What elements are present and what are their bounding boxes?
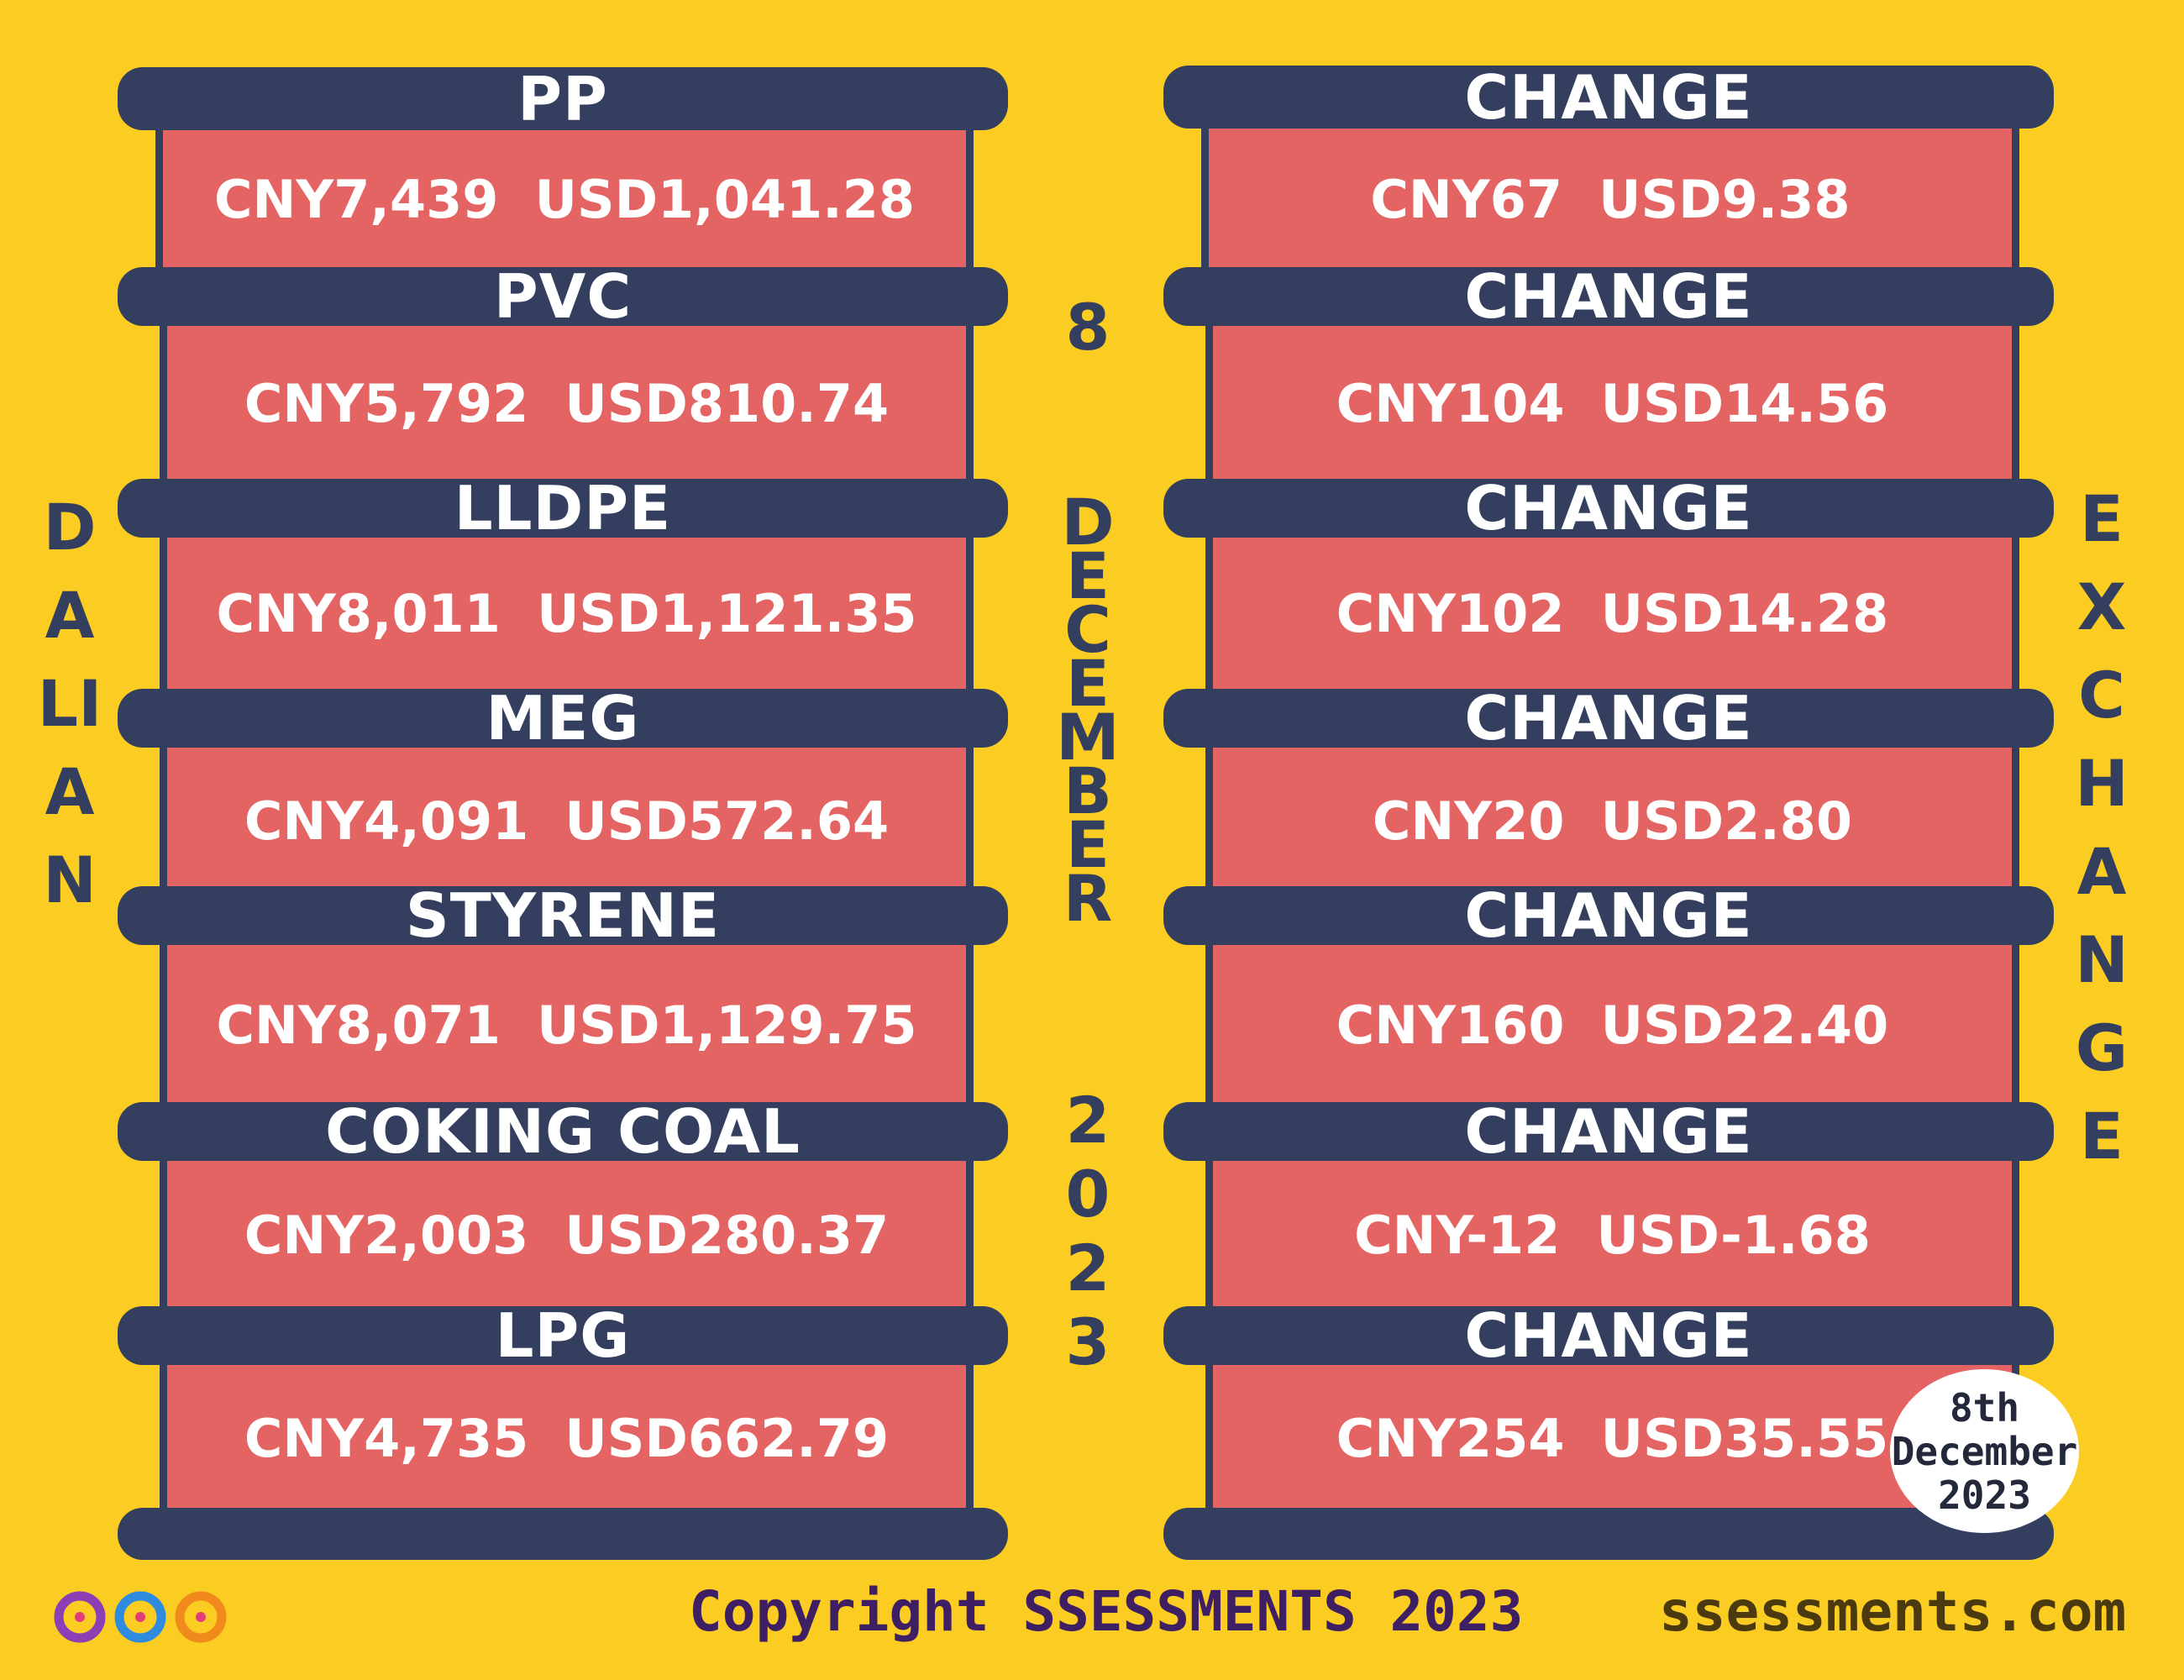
- product-header-meg: MEG: [118, 683, 1008, 753]
- change-cell-meg: CNY20 USD2.80: [1205, 743, 2019, 899]
- change-cell-coking-coal: CNY-12 USD-1.68: [1205, 1158, 2019, 1313]
- change-cell-pp: CNY67 USD9.38: [1201, 126, 2019, 273]
- date-month-vertical: DECEMBER: [1056, 485, 1120, 936]
- change-cell-pvc: CNY104 USD14.56: [1205, 323, 2019, 483]
- panel-bottom-band: [118, 1508, 1008, 1560]
- exchange-vertical-right: EXCHANGE: [2075, 481, 2129, 1173]
- change-cell-styrene: CNY160 USD22.40: [1205, 941, 2019, 1109]
- date-year-vertical: 2023: [1065, 1083, 1110, 1379]
- change-header-meg: CHANGE: [1163, 683, 2054, 753]
- price-cell-styrene: CNY8,071 USD1,129.75: [160, 941, 974, 1109]
- change-header-pp: CHANGE: [1163, 62, 2054, 133]
- exchange-name-vertical-left: DALIAN: [37, 490, 102, 917]
- badge-month: December: [1891, 1428, 2078, 1474]
- change-cell-lpg: CNY254 USD35.55: [1205, 1361, 2019, 1516]
- product-header-pvc: PVC: [118, 261, 1008, 332]
- product-header-coking-coal: COKING COAL: [118, 1096, 1008, 1167]
- change-header-coking-coal: CHANGE: [1163, 1096, 2054, 1167]
- price-cell-lpg: CNY4,735 USD662.79: [160, 1361, 974, 1516]
- brand-logo-icon: [50, 1590, 231, 1648]
- price-cell-lldpe: CNY8,011 USD1,121.35: [160, 533, 974, 693]
- badge-year: 2023: [1938, 1472, 2031, 1518]
- product-header-lldpe: LLDPE: [118, 473, 1008, 543]
- price-cell-meg: CNY4,091 USD572.64: [160, 743, 974, 899]
- price-cell-pvc: CNY5,792 USD810.74: [160, 323, 974, 483]
- product-header-lpg: LPG: [118, 1300, 1008, 1371]
- panel-bottom-band: [1163, 1508, 2054, 1560]
- change-cell-lldpe: CNY102 USD14.28: [1205, 533, 2019, 693]
- website-link[interactable]: ssessments.com: [1659, 1579, 2127, 1644]
- product-header-pp: PP: [118, 64, 1008, 134]
- product-header-styrene: STYRENE: [118, 880, 1008, 951]
- change-header-lpg: CHANGE: [1163, 1300, 2054, 1371]
- price-cell-pp: CNY7,439 USD1,041.28: [155, 126, 974, 273]
- price-panel: PP CNY7,439 USD1,041.28 PVC CNY5,792 USD…: [118, 0, 1008, 1571]
- date-badge: 8th December 2023: [1890, 1369, 2079, 1533]
- change-header-lldpe: CHANGE: [1163, 473, 2054, 543]
- change-header-pvc: CHANGE: [1163, 261, 2054, 332]
- date-day-vertical: 8: [1065, 290, 1110, 365]
- badge-day: 8th: [1949, 1384, 2020, 1431]
- copyright-text: Copyright SSESSMENTS 2023: [689, 1579, 1524, 1644]
- price-cell-coking-coal: CNY2,003 USD280.37: [160, 1158, 974, 1313]
- change-panel: CHANGE CNY67 USD9.38 CHANGE CNY104 USD14…: [1163, 0, 2054, 1571]
- change-header-styrene: CHANGE: [1163, 880, 2054, 951]
